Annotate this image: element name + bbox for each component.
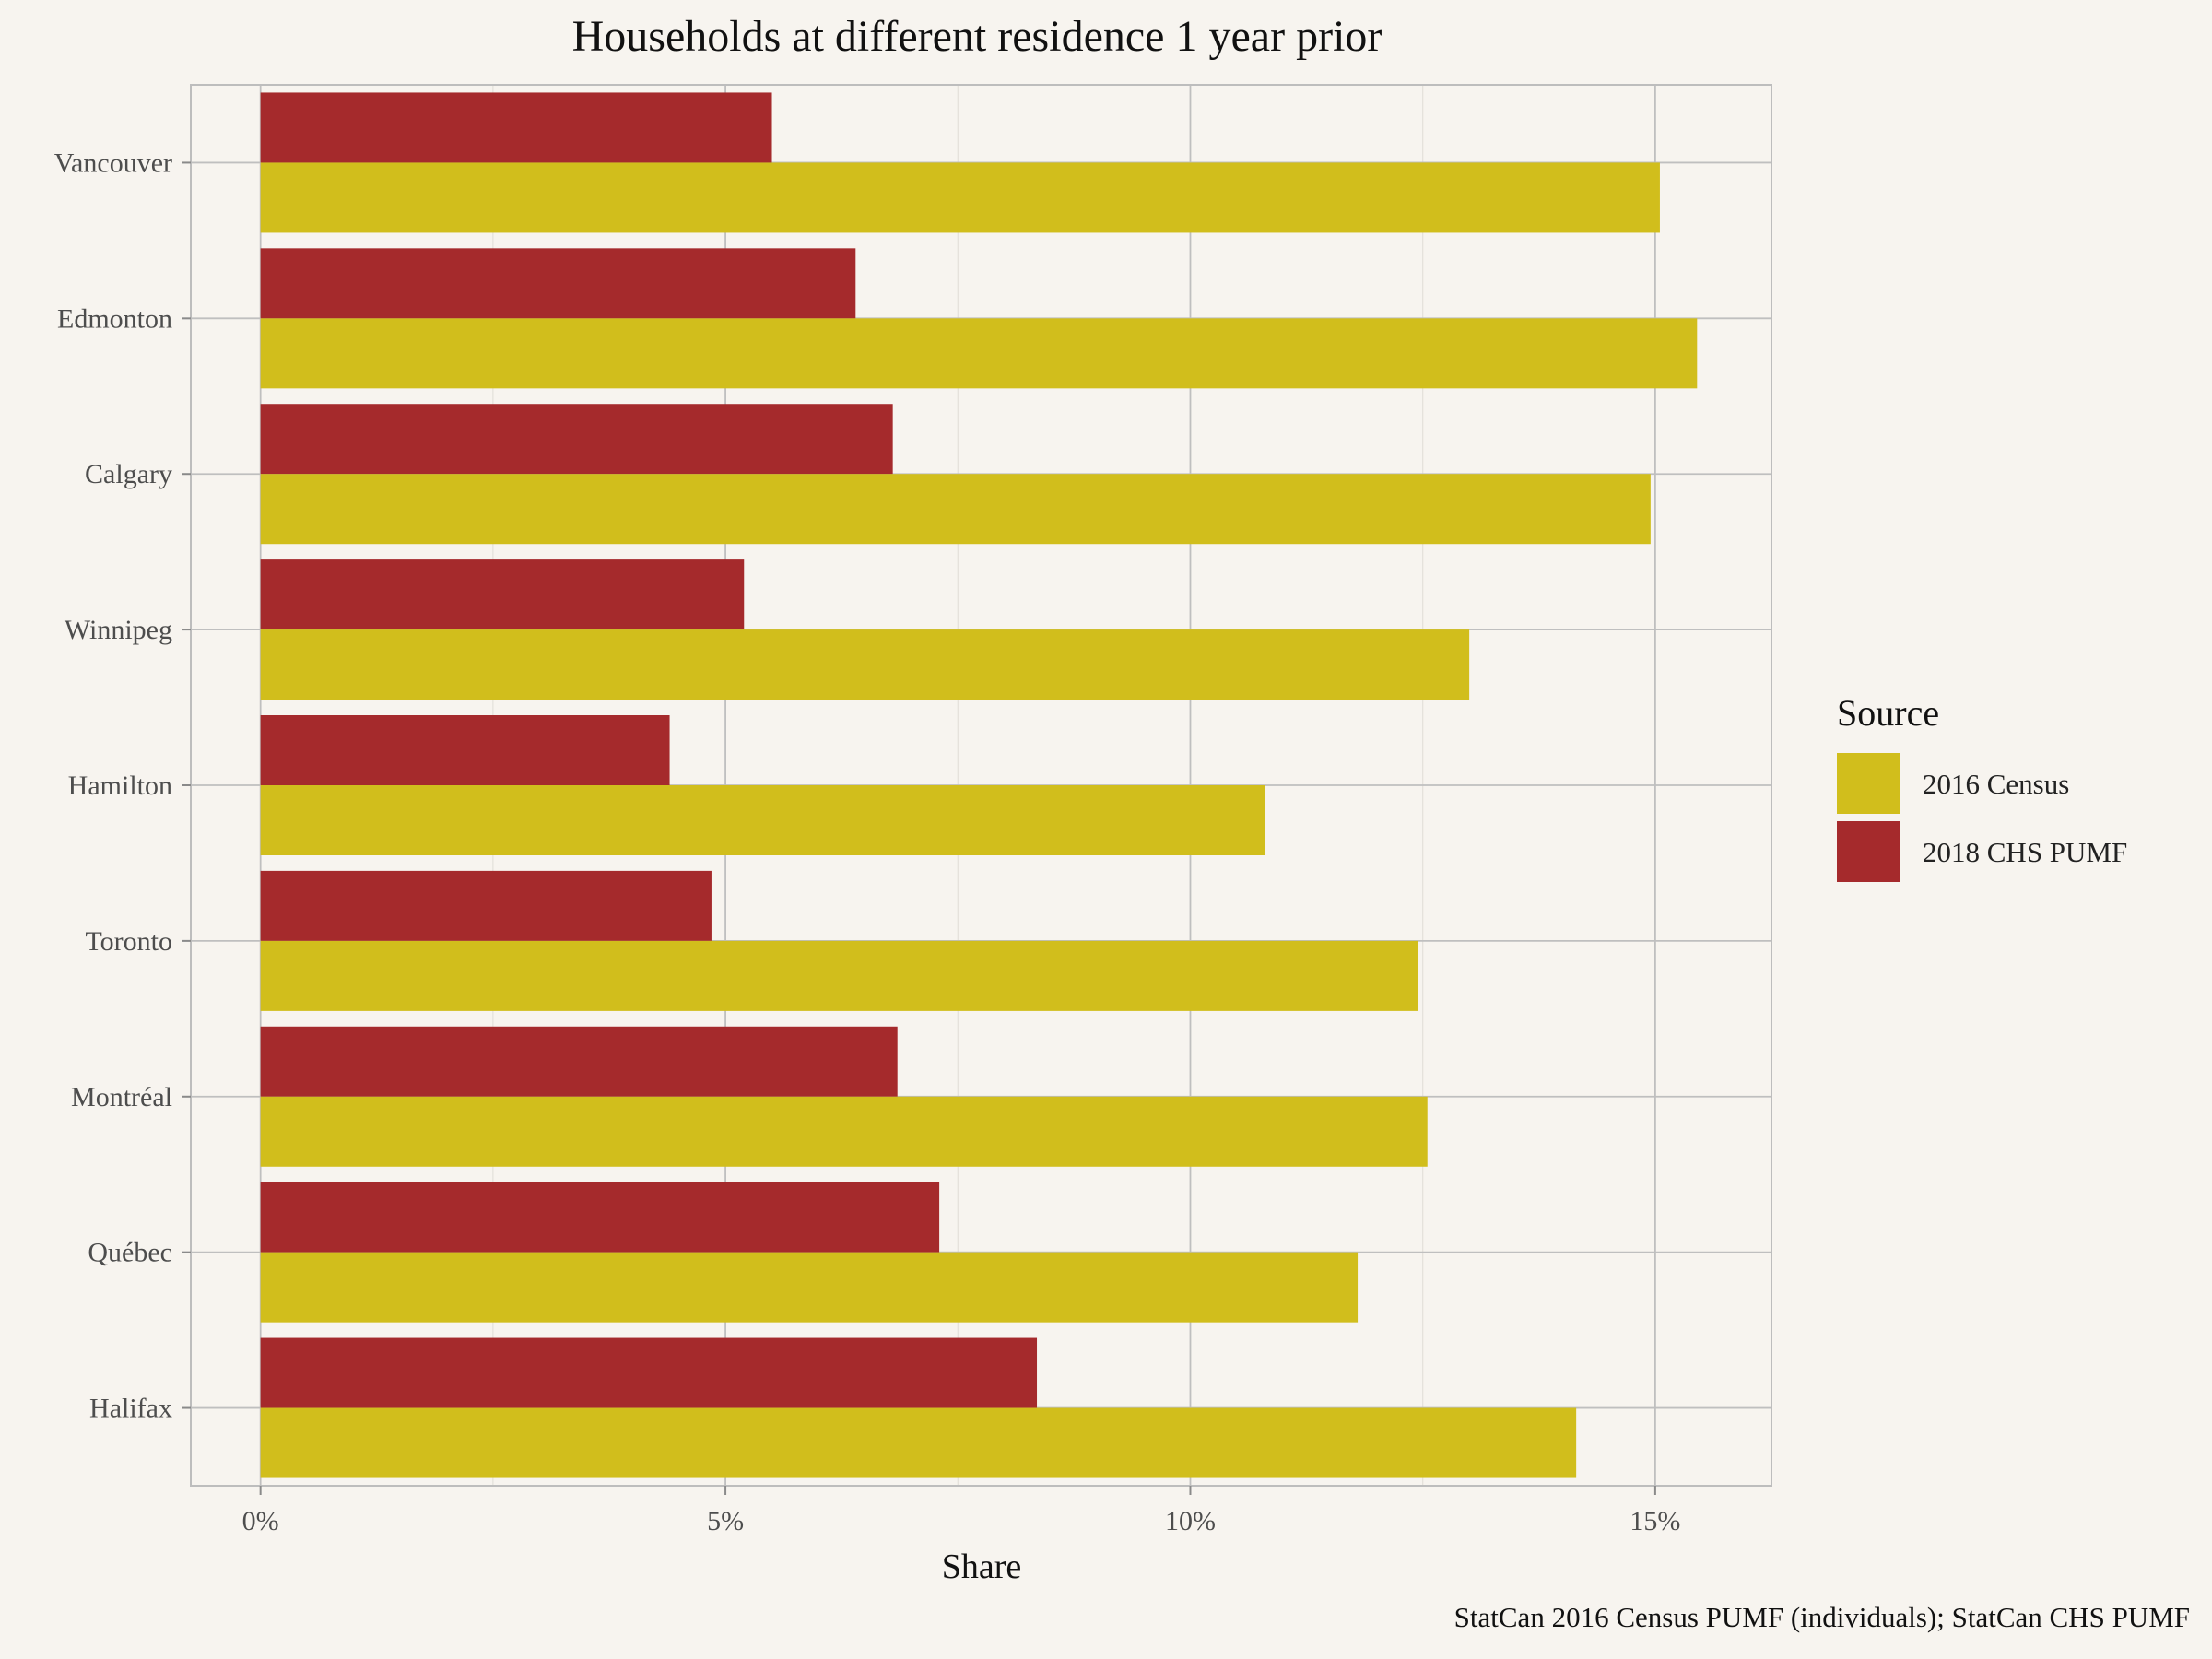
x-axis-title: Share [942, 1547, 1022, 1586]
bar-census-0 [260, 162, 1660, 233]
bar-census-1 [260, 318, 1698, 389]
legend: 2016 Census 2018 CHS PUMF [1837, 753, 2127, 882]
legend-title: Source [1837, 692, 1939, 734]
y-tick-label: Hamilton [68, 771, 172, 801]
bar-chs-0 [260, 92, 772, 163]
y-tick-label: Québec [88, 1238, 172, 1268]
bar-chs-6 [260, 1026, 898, 1097]
bar-census-3 [260, 629, 1470, 700]
bar-chs-8 [260, 1337, 1038, 1408]
y-tick-label: Montréal [71, 1082, 172, 1112]
y-tick-label: Edmonton [57, 303, 172, 334]
bar-chs-7 [260, 1182, 940, 1253]
bar-census-8 [260, 1407, 1577, 1478]
bar-census-6 [260, 1096, 1428, 1167]
x-tick-label: 5% [707, 1506, 744, 1536]
bar-census-4 [260, 785, 1265, 855]
y-tick-label: Winnipeg [65, 615, 172, 645]
bar-census-7 [260, 1252, 1359, 1323]
y-axis: Vancouver Edmonton Calgary Winnipeg Hamilton… [54, 147, 191, 1424]
x-axis: 0% 5% 10% 15% [242, 1486, 1680, 1536]
legend-label-0: 2016 Census [1923, 768, 2069, 800]
legend-label-1: 2018 CHS PUMF [1923, 836, 2127, 868]
bar-chs-3 [260, 559, 745, 630]
bar-chs-5 [260, 870, 712, 941]
legend-key-1 [1837, 821, 1900, 882]
y-tick-label: Vancouver [54, 147, 172, 178]
y-tick-label: Calgary [85, 459, 172, 489]
bar-census-2 [260, 474, 1651, 545]
legend-key-0 [1837, 753, 1900, 814]
x-tick-label: 0% [242, 1506, 279, 1536]
y-tick-label: Toronto [85, 926, 172, 957]
x-tick-label: 15% [1630, 1506, 1680, 1536]
bar-chs-1 [260, 248, 856, 319]
chart-caption: StatCan 2016 Census PUMF (individuals); … [1454, 1601, 2190, 1633]
bar-chs-4 [260, 715, 670, 785]
y-tick-label: Halifax [89, 1394, 172, 1424]
bars [260, 92, 1698, 1478]
chart-title: Households at different residence 1 year… [572, 12, 1382, 61]
bar-chs-2 [260, 404, 893, 475]
x-tick-label: 10% [1165, 1506, 1216, 1536]
bar-census-5 [260, 940, 1418, 1011]
